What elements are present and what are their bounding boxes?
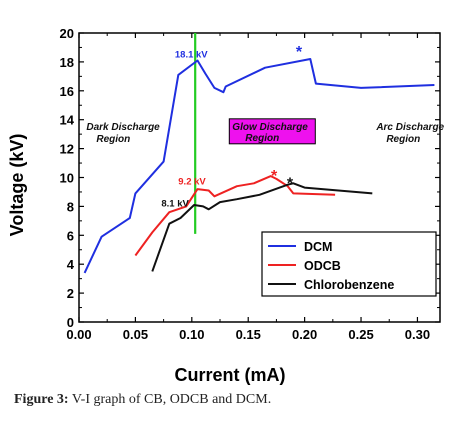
y-tick-label: 8 [67,199,74,214]
glow-region-label-2: Region [245,133,279,144]
glow-region-box [228,118,316,145]
x-tick-label: 0.05 [123,327,148,342]
series-line-chlorobenzene [151,182,373,272]
series-line-dcm [83,58,435,274]
dark-region-label-1: Dark Discharge [86,122,160,133]
x-tick-label: 0.15 [236,327,261,342]
star-black-marker: * [287,175,294,192]
star-red-marker: * [271,168,278,185]
y-tick-label: 14 [60,113,75,128]
arc-region-label-1: Arc Discharge [375,122,444,133]
x-tick-label: 0.30 [405,327,430,342]
y-tick-label: 18 [60,55,74,70]
caption-text: V-I graph of CB, ODCB and DCM. [68,392,272,407]
legend-label-dcm: DCM [304,240,332,254]
y-tick-label: 4 [67,257,75,272]
glow-region-label-1: Glow Discharge [232,122,308,133]
dark-region-label-2: Region [96,134,130,145]
x-tick-label: 0.10 [179,327,204,342]
arc-region-label-2: Region [386,134,420,145]
y-axis-label: Voltage (kV) [7,134,27,237]
y-tick-label: 12 [60,142,74,157]
y-tick-label: 2 [67,286,74,301]
figure-caption: Figure 3: V-I graph of CB, ODCB and DCM. [14,392,454,408]
y-tick-label: 10 [60,171,74,186]
y-tick-label: 20 [60,26,74,41]
x-tick-label: 0.25 [348,327,373,342]
legend-label-chlorobenzene: Chlorobenzene [304,278,394,292]
x-tick-label: 0.00 [66,327,91,342]
y-tick-label: 6 [67,228,74,243]
y-tick-label: 0 [67,315,74,330]
y-tick-label: 16 [60,84,74,99]
x-tick-label: 0.20 [292,327,317,342]
caption-label: Figure 3: [14,392,69,407]
star-blue-marker: * [296,44,303,61]
x-axis-label: Current (mA) [175,365,286,385]
dcm-peak-label: 18.1 kV [175,50,208,61]
odcb-peak-label: 9.2 kV [178,177,206,188]
legend-label-odcb: ODCB [304,259,341,273]
cb-peak-label: 8.1 kV [161,198,189,209]
